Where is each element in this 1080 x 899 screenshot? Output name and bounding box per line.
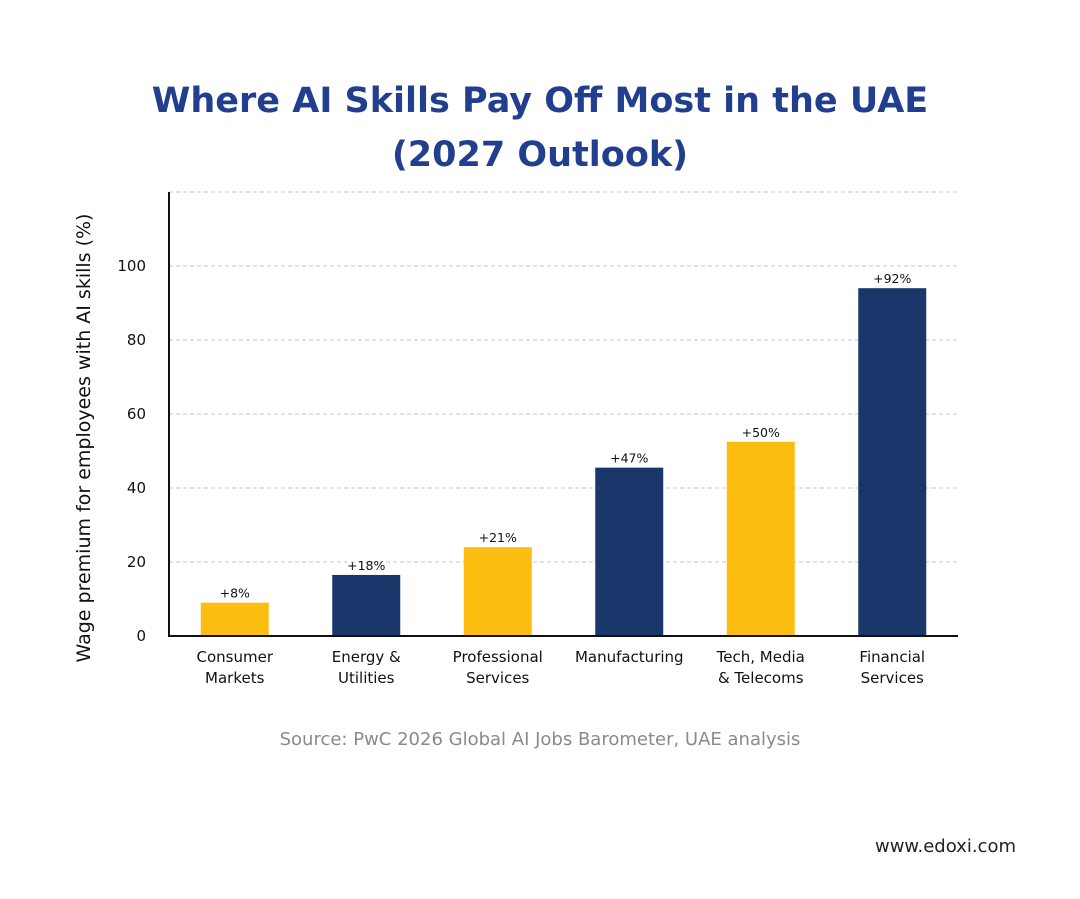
y-tick-label: 100 [117, 257, 146, 275]
axes [168, 192, 958, 637]
y-tick-label: 80 [127, 331, 146, 349]
y-tick-labels: 0 20 40 60 80 100 [117, 257, 146, 645]
y-tick-label: 0 [136, 627, 146, 645]
bar-1 [332, 574, 401, 636]
chart-title-line-2: (2027 Outlook) [392, 135, 688, 175]
x-category-label-3: Manufacturing [575, 648, 684, 666]
y-tick-label: 60 [127, 405, 146, 423]
data-label-2: +21% [479, 530, 517, 545]
y-tick-label: 20 [127, 553, 146, 571]
grid-lines [169, 191, 958, 563]
data-label-5: +92% [873, 271, 911, 286]
x-category-label-1: Energy & Utilities [332, 648, 401, 687]
data-label-3: +47% [610, 451, 648, 466]
y-axis-label: Wage premium for employees with AI skill… [73, 214, 95, 663]
bar-3 [595, 467, 664, 636]
data-label-4: +50% [742, 425, 780, 440]
x-category-label-2: Professional Services [453, 648, 543, 687]
bar-0 [200, 602, 269, 636]
bar-4 [726, 441, 795, 636]
y-tick-label: 40 [127, 479, 146, 497]
data-label-1: +18% [347, 558, 385, 573]
chart-title: Where AI Skills Pay Off Most in the UAE (… [152, 81, 928, 175]
x-category-labels: Consumer Markets Energy & Utilities Professi… [197, 648, 926, 687]
x-category-label-0: Consumer Markets [197, 648, 274, 687]
x-category-label-4: Tech, Media & Telecoms [716, 648, 805, 687]
data-label-0: +8% [220, 586, 250, 601]
website-url[interactable]: www.edoxi.com [875, 836, 1016, 857]
x-category-label-5: Financial Services [859, 648, 925, 687]
bar-2 [463, 547, 532, 636]
bars [200, 288, 927, 636]
data-labels: +8% +18% +21% +47% +50% +92% [220, 271, 912, 601]
bar-5 [858, 288, 927, 636]
chart-title-line-1: Where AI Skills Pay Off Most in the UAE [152, 81, 928, 121]
source-note: Source: PwC 2026 Global AI Jobs Baromete… [280, 729, 801, 750]
